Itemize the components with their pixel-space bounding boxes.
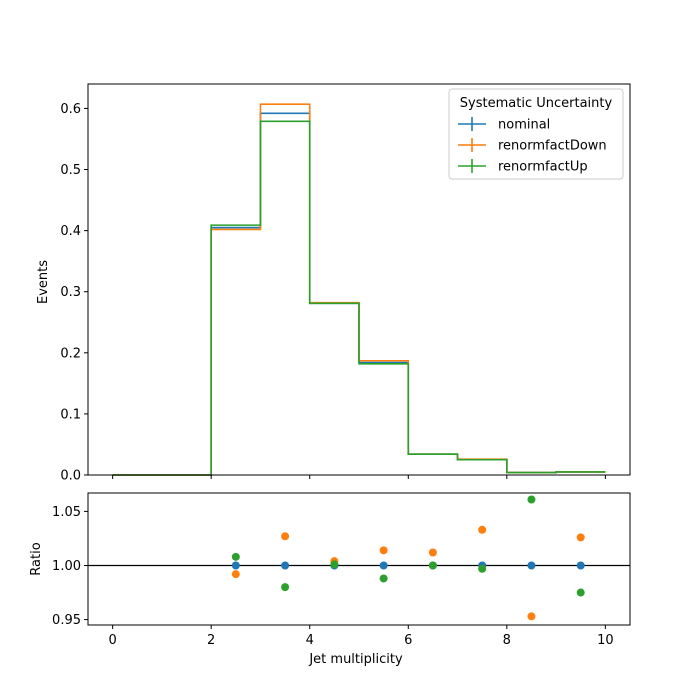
ratio-point-nominal bbox=[576, 561, 585, 570]
events-y-tick-label: 0.1 bbox=[60, 407, 81, 422]
legend: Systematic Uncertainty nominal renormfact… bbox=[448, 88, 624, 180]
x-tick-label: 4 bbox=[306, 633, 314, 648]
ratio-point-nominal bbox=[231, 561, 240, 570]
histogram-series-group bbox=[112, 103, 606, 476]
ratio-point-renormfactDown bbox=[576, 533, 585, 542]
events-y-tick-label: 0.0 bbox=[60, 469, 81, 484]
ratio-point-renormfactUp bbox=[428, 561, 437, 570]
legend-title: Systematic Uncertainty bbox=[460, 96, 613, 111]
legend-label-renormfactUp: renormfactUp bbox=[498, 160, 588, 175]
x-tick-label: 6 bbox=[404, 633, 412, 648]
events-y-tick-label: 0.6 bbox=[60, 102, 81, 117]
x-tick-label: 0 bbox=[108, 633, 116, 648]
ratio-point-renormfactDown bbox=[281, 532, 290, 541]
x-tick-label: 10 bbox=[597, 633, 614, 648]
ratio-point-renormfactUp bbox=[379, 574, 388, 583]
ratio-y-axis-label: Ratio bbox=[29, 542, 44, 575]
legend-label-renormfactDown: renormfactDown bbox=[498, 139, 607, 154]
ratio-plot-frame bbox=[87, 492, 631, 626]
events-panel: 0.0 0.1 0.2 0.3 0.4 0.5 0.6 Events Systematic … bbox=[36, 83, 631, 484]
ratio-point-renormfactDown bbox=[231, 570, 240, 579]
x-axis-label: Jet multiplicity bbox=[308, 652, 403, 667]
events-y-tick-label: 0.3 bbox=[60, 285, 81, 300]
ratio-y-tick-label: 1.00 bbox=[52, 559, 81, 574]
ratio-point-nominal bbox=[527, 561, 536, 570]
x-tick-label: 2 bbox=[207, 633, 215, 648]
events-x-ticks bbox=[112, 475, 606, 479]
ratio-points-group bbox=[231, 495, 585, 621]
ratio-point-nominal bbox=[281, 561, 290, 570]
legend-box bbox=[448, 88, 624, 180]
legend-label-nominal: nominal bbox=[498, 118, 550, 133]
events-y-axis-label: Events bbox=[36, 260, 51, 304]
ratio-y-tick-label: 0.95 bbox=[52, 613, 81, 628]
x-tick-label: 8 bbox=[503, 633, 511, 648]
ratio-point-renormfactUp bbox=[478, 564, 487, 573]
ratio-panel: 0.95 1.00 1.05 0 2 4 6 8 10 Ratio Jet multiplic… bbox=[29, 492, 631, 667]
ratio-point-renormfactDown bbox=[379, 546, 388, 555]
ratio-x-ticks: 0 2 4 6 8 10 bbox=[108, 625, 614, 648]
ratio-point-renormfactDown bbox=[478, 525, 487, 534]
histogram-line-renormfactUp bbox=[112, 120, 606, 476]
ratio-point-renormfactDown bbox=[428, 548, 437, 557]
ratio-y-ticks: 0.95 1.00 1.05 bbox=[52, 505, 88, 628]
events-y-ticks: 0.0 0.1 0.2 0.3 0.4 0.5 0.6 bbox=[60, 102, 88, 484]
ratio-point-renormfactDown bbox=[527, 612, 536, 621]
events-y-tick-label: 0.5 bbox=[60, 163, 81, 178]
ratio-point-renormfactUp bbox=[330, 560, 339, 569]
ratio-point-renormfactUp bbox=[576, 588, 585, 597]
ratio-point-nominal bbox=[379, 561, 388, 570]
ratio-point-renormfactUp bbox=[281, 583, 290, 592]
ratio-point-renormfactUp bbox=[231, 552, 240, 561]
ratio-point-renormfactUp bbox=[527, 495, 536, 504]
events-plot-frame bbox=[87, 83, 631, 476]
ratio-y-tick-label: 1.05 bbox=[52, 505, 81, 520]
events-y-tick-label: 0.2 bbox=[60, 346, 81, 361]
events-y-tick-label: 0.4 bbox=[60, 224, 81, 239]
legend-entries: nominal renormfactDown renormfactUp bbox=[458, 117, 607, 175]
